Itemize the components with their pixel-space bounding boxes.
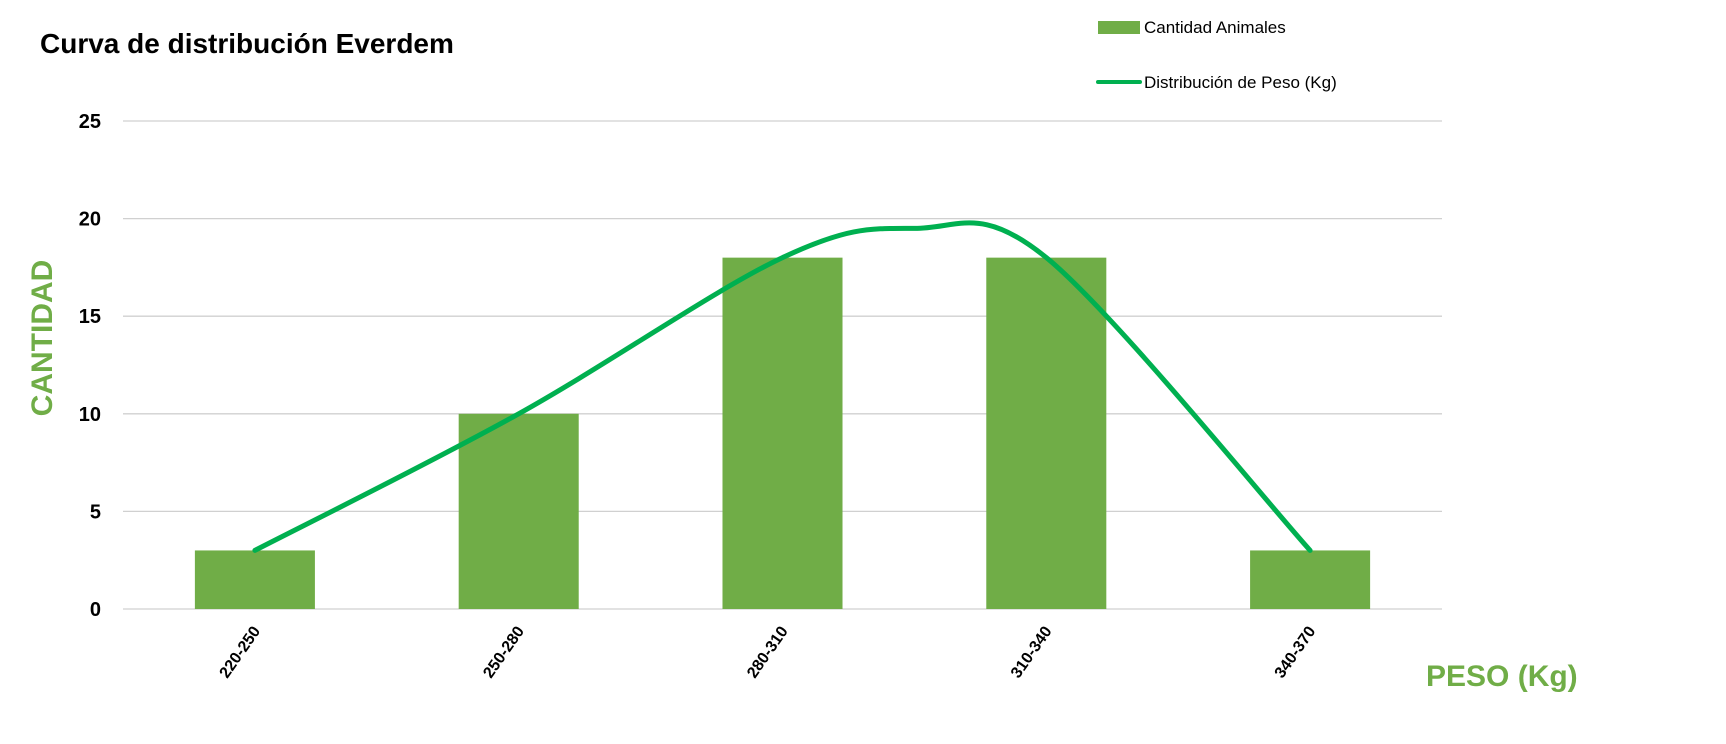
y-tick-label: 25 (79, 111, 101, 133)
y-tick-label: 0 (90, 599, 101, 621)
y-axis-title: CANTIDAD (26, 260, 59, 417)
bars (194, 257, 1371, 609)
bar-310-340 (986, 257, 1107, 609)
y-tick-label: 20 (79, 209, 101, 231)
y-tick-label: 5 (90, 501, 101, 523)
distribution-curve (252, 220, 1313, 553)
y-tick-label: 15 (79, 306, 101, 328)
curve-layer (252, 220, 1313, 553)
legend-line-label: Distribución de Peso (Kg) (1144, 73, 1337, 92)
y-tick-labels: 0 5 10 15 20 25 (79, 111, 101, 621)
legend-bar-swatch (1098, 21, 1140, 34)
x-tick-label: 280-310 (744, 623, 792, 681)
y-tick-label: 10 (79, 404, 101, 426)
legend: Cantidad Animales Distribución de Peso (… (1096, 18, 1337, 92)
bar-250-280 (458, 413, 579, 609)
legend-bar-label: Cantidad Animales (1144, 18, 1286, 37)
chart-title: Curva de distribución Everdem (40, 28, 454, 59)
x-axis-title: PESO (Kg) (1426, 660, 1578, 693)
x-tick-label: 220-250 (217, 623, 265, 681)
x-tick-label: 340-370 (1272, 623, 1320, 681)
bar-340-370 (1250, 550, 1371, 609)
bar-280-310 (722, 257, 843, 609)
x-tick-label: 250-280 (480, 623, 528, 681)
x-tick-labels: 220-250 250-280 280-310 310-340 340-370 (217, 623, 1320, 681)
bar-220-250 (194, 550, 315, 609)
x-tick-label: 310-340 (1008, 623, 1056, 681)
